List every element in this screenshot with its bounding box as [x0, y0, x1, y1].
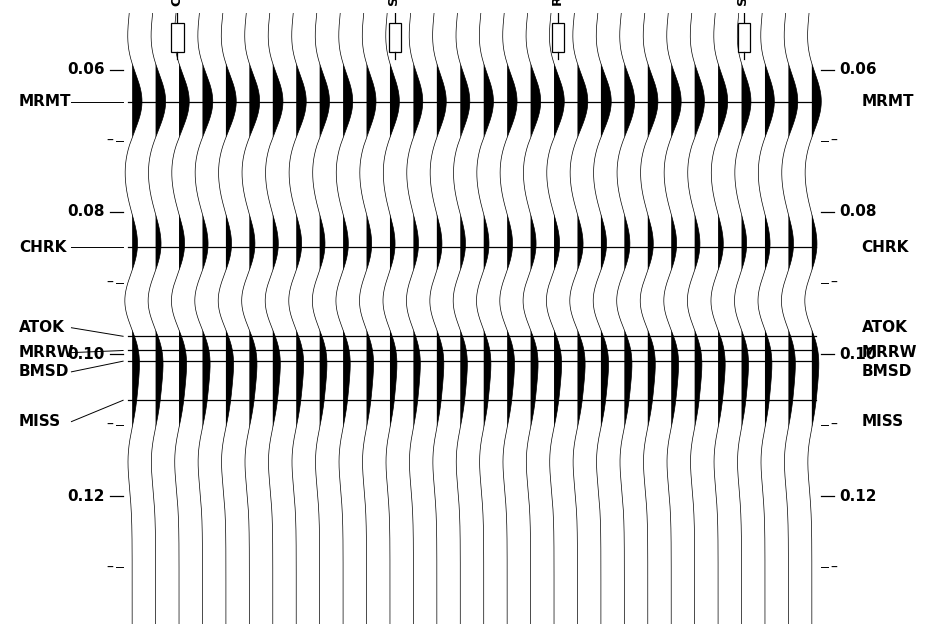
Text: –: – [831, 134, 837, 148]
Text: BMSD: BMSD [862, 364, 912, 379]
Text: 0.12: 0.12 [839, 489, 877, 504]
Text: –: – [107, 418, 113, 432]
Text: MRMT: MRMT [19, 94, 72, 109]
Text: MRRW: MRRW [862, 345, 918, 360]
Text: 0.08: 0.08 [839, 204, 877, 219]
Bar [551, 24, 565, 52]
Bar [737, 24, 750, 52]
Text: –: – [107, 561, 113, 575]
Bar [389, 24, 401, 52]
Text: 0.08: 0.08 [67, 204, 105, 219]
Text: 0.10: 0.10 [68, 347, 105, 362]
Text: –: – [831, 561, 837, 575]
Text: 0.06: 0.06 [839, 62, 877, 77]
Bar [171, 24, 184, 52]
Text: –: – [107, 134, 113, 148]
Text: MRMT: MRMT [862, 94, 914, 109]
Text: CHRK: CHRK [862, 240, 909, 255]
Text: BMSD: BMSD [19, 364, 69, 379]
Text: –: – [831, 276, 837, 290]
Text: ATOK: ATOK [862, 320, 907, 335]
Text: 0.12: 0.12 [67, 489, 105, 504]
Text: CANNON #1-8 ed2: CANNON #1-8 ed2 [171, 0, 184, 6]
Text: STATTON NO.1-12ed: STATTON NO.1-12ed [389, 0, 401, 6]
Text: ATOK: ATOK [19, 320, 65, 335]
Text: CHRK: CHRK [19, 240, 66, 255]
Text: –: – [831, 418, 837, 432]
Text: SHUMATE #1-13 ed2: SHUMATE #1-13 ed2 [737, 0, 750, 6]
Text: ROONEY #2 ed2: ROONEY #2 ed2 [551, 0, 565, 6]
Text: 0.10: 0.10 [839, 347, 876, 362]
Text: MISS: MISS [862, 414, 903, 429]
Text: 0.06: 0.06 [67, 62, 105, 77]
Text: –: – [107, 276, 113, 290]
Text: MISS: MISS [19, 414, 61, 429]
Text: MRRW: MRRW [19, 345, 75, 360]
